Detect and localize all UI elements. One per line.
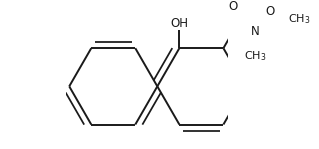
Text: CH$_3$: CH$_3$ [244, 49, 266, 63]
Text: O: O [265, 6, 274, 18]
Text: O: O [228, 0, 238, 13]
Text: CH$_3$: CH$_3$ [288, 12, 310, 26]
Text: N: N [251, 25, 259, 38]
Text: OH: OH [170, 17, 188, 30]
